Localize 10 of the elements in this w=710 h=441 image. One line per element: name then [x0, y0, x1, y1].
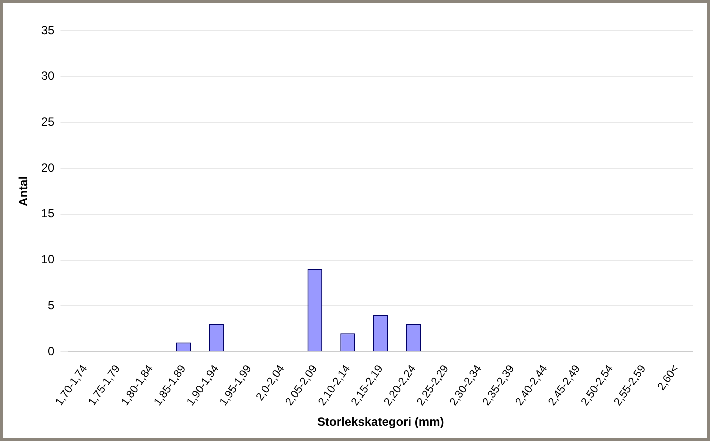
y-tick-label: 10 [41, 252, 56, 267]
y-tick-label: 30 [41, 69, 56, 84]
y-tick-label: 5 [48, 298, 56, 312]
y-tick-label: 25 [41, 115, 56, 130]
y-tick-label: 15 [41, 206, 56, 221]
y-tick-label: 0 [48, 344, 56, 358]
x-axis-title: Storlekskategori (mm) [318, 415, 444, 430]
y-axis-title: Antal [16, 176, 31, 206]
y-tick-label: 35 [41, 23, 56, 38]
y-tick-label: 20 [41, 160, 56, 175]
